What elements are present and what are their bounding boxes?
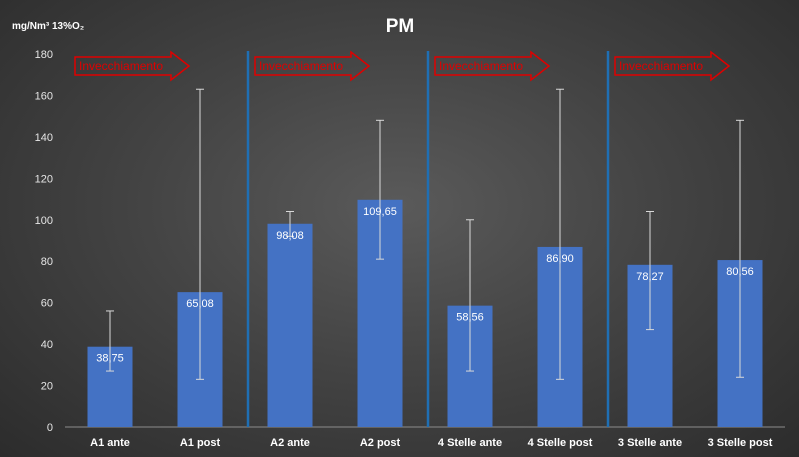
y-tick-label: 140 [35, 132, 53, 144]
data-label-5: 58,56 [456, 312, 484, 324]
x-tick-label-5: 4 Stelle ante [438, 437, 502, 449]
x-tick-label-7: 3 Stelle ante [618, 437, 682, 449]
x-tick-label-6: 4 Stelle post [528, 437, 593, 449]
annotation-label-2: Invecchiamento [259, 59, 343, 73]
group-separators [246, 51, 610, 427]
annotation-label-3: Invecchiamento [439, 59, 523, 73]
data-label-3: 98,08 [276, 230, 304, 242]
y-tick-label: 100 [35, 215, 53, 227]
data-label-8: 80,56 [726, 266, 754, 278]
annotation-arrow-3 [434, 50, 551, 82]
annotation-label-4: Invecchiamento [619, 59, 703, 73]
x-tick-label-1: A1 ante [90, 437, 130, 449]
y-tick-label: 40 [41, 339, 53, 351]
x-ticks: A1 ante A1 post A2 ante A2 post 4 Stelle ant… [90, 437, 773, 449]
annotation-label-1: Invecchiamento [79, 59, 163, 73]
x-tick-label-8: 3 Stelle post [708, 437, 773, 449]
y-tick-label: 160 [35, 90, 53, 102]
x-tick-label-4: A2 post [360, 437, 401, 449]
y-tick-label: 180 [35, 49, 53, 61]
y-ticks: 0 20 40 60 80 100 120 140 160 180 [35, 49, 53, 434]
data-label-7: 78,27 [636, 271, 664, 283]
y-tick-label: 0 [47, 422, 53, 434]
y-tick-label: 80 [41, 256, 53, 268]
x-tick-label-3: A2 ante [270, 437, 310, 449]
y-tick-label: 60 [41, 298, 53, 310]
data-label-1: 38,75 [96, 353, 124, 365]
error-bars [106, 88, 744, 380]
data-label-6: 86,90 [546, 253, 574, 265]
y-tick-label: 20 [41, 381, 53, 393]
annotation-arrow-2 [254, 50, 371, 82]
annotations: Invecchiamento Invecchiamento Invecchiamen… [74, 50, 731, 82]
bar-3 [267, 223, 313, 427]
data-labels: 38,75 65,08 98,08 109,65 58,56 86,90 78,27 80,5… [96, 206, 754, 365]
annotation-arrow-4 [614, 50, 731, 82]
x-tick-label-2: A1 post [180, 437, 221, 449]
y-tick-label: 120 [35, 173, 53, 185]
bars [87, 199, 763, 427]
y-axis-label: mg/Nm³ 13%O₂ [12, 21, 84, 32]
data-label-4: 109,65 [363, 206, 397, 218]
data-label-2: 65,08 [186, 298, 214, 310]
annotation-arrow-1 [74, 50, 191, 82]
chart-title: PM [386, 16, 415, 37]
